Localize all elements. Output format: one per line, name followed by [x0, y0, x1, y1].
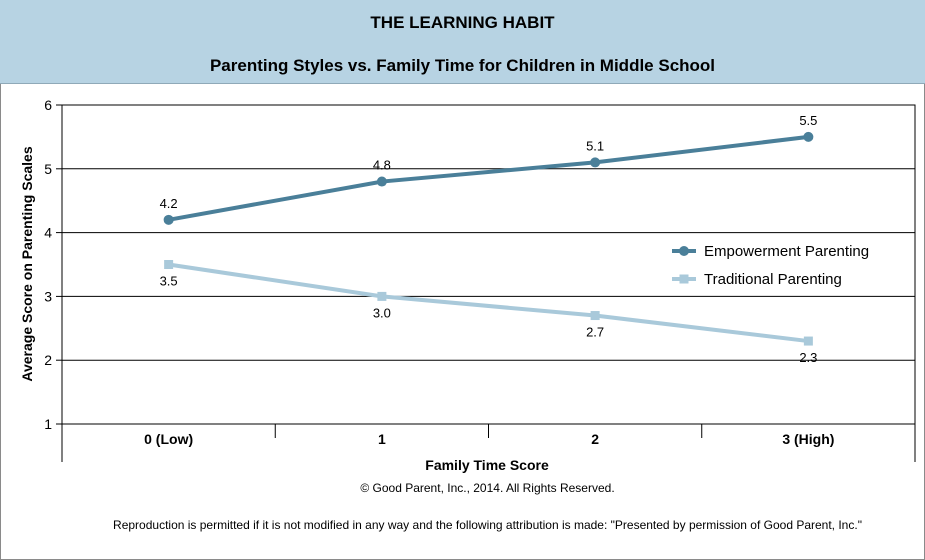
- x-tick-label-3: 3 (High): [782, 431, 834, 447]
- series-1-label-1: 3.0: [373, 305, 391, 320]
- series-0-point-1: [376, 176, 387, 187]
- series-0-label-3: 5.5: [799, 113, 817, 128]
- series-0-label-1: 4.8: [373, 158, 391, 173]
- y-tick-label-5: 5: [44, 161, 52, 177]
- series-line-1: [168, 262, 809, 344]
- copyright-notice: © Good Parent, Inc., 2014. All Rights Re…: [360, 481, 615, 495]
- x-tick-label-1: 1: [378, 431, 386, 447]
- series-0-point-3: [803, 131, 814, 142]
- series-1-label-3: 2.3: [799, 350, 817, 365]
- series-line-0: [168, 134, 809, 222]
- series-1-point-0: [164, 260, 174, 269]
- y-axis-title: Average Score on Parenting Scales: [19, 146, 35, 381]
- series-1-point-3: [803, 336, 813, 346]
- legend-marker-1: [679, 274, 689, 284]
- y-tick-label-3: 3: [44, 288, 52, 304]
- series-0-label-2: 5.1: [586, 138, 604, 153]
- y-tick-label-6: 6: [44, 97, 52, 113]
- series-0-point-2: [590, 157, 601, 168]
- data-labels: 4.2 4.8 5.1 5.5 3.5 3.0 2.7 2.3: [160, 113, 818, 365]
- series-1-label-2: 2.7: [586, 325, 604, 340]
- chart-subtitle: Parenting Styles vs. Family Time for Chi…: [209, 56, 716, 75]
- x-tick-label-2: 2: [591, 431, 599, 447]
- x-tick-label-0: 0 (Low): [144, 431, 193, 447]
- legend-marker-0: [679, 246, 689, 256]
- chart-header: [0, 0, 925, 84]
- x-axis-title: Family Time Score: [425, 457, 549, 473]
- series-1-label-0: 3.5: [160, 274, 178, 289]
- plot-area: [61, 104, 916, 425]
- legend-label-0: Empowerment Parenting: [704, 243, 869, 260]
- series-0-label-0: 4.2: [160, 196, 178, 211]
- y-tick-label-1: 1: [44, 416, 52, 432]
- series-0-point-0: [163, 214, 174, 225]
- axes: 1 2 3 4 5 6 0 (Low) 1 2 3 (High): [44, 97, 916, 462]
- reproduction-notice: Reproduction is permitted if it is not m…: [113, 518, 862, 532]
- series-1-point-2: [590, 311, 600, 321]
- series: [163, 131, 814, 346]
- chart-title: THE LEARNING HABIT: [370, 13, 555, 32]
- y-tick-label-2: 2: [44, 352, 52, 368]
- y-tick-label-4: 4: [44, 225, 52, 241]
- legend-label-1: Traditional Parenting: [704, 271, 842, 288]
- legend: Empowerment Parenting Traditional Parenti…: [672, 243, 869, 288]
- grid-lines: [62, 104, 915, 425]
- series-1-point-1: [377, 291, 387, 301]
